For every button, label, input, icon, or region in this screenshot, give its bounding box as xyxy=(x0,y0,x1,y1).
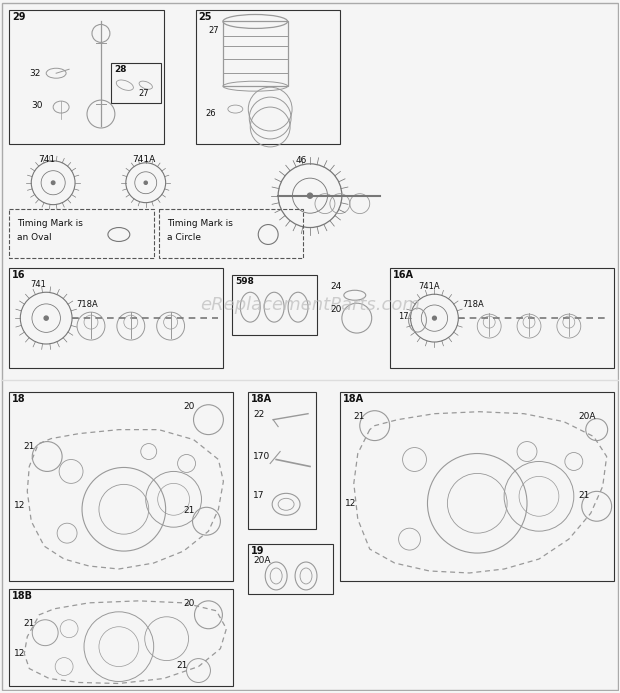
Text: 21: 21 xyxy=(354,412,365,421)
Text: 26: 26 xyxy=(205,109,216,118)
Text: 27: 27 xyxy=(208,26,219,35)
Text: 30: 30 xyxy=(31,101,43,110)
Text: 19: 19 xyxy=(251,546,265,556)
Text: 21: 21 xyxy=(184,507,195,516)
Text: 598: 598 xyxy=(236,277,254,286)
Circle shape xyxy=(308,193,312,198)
Bar xyxy=(248,544,333,594)
Text: 170: 170 xyxy=(253,452,270,461)
Bar xyxy=(340,392,614,581)
Text: 20: 20 xyxy=(184,599,195,608)
Text: 18A: 18A xyxy=(251,394,272,404)
Text: 17: 17 xyxy=(253,491,265,500)
Bar xyxy=(195,10,340,144)
Bar xyxy=(9,10,164,144)
Bar xyxy=(159,209,303,258)
Text: 32: 32 xyxy=(29,69,41,78)
Circle shape xyxy=(433,316,436,320)
Text: 21: 21 xyxy=(24,441,35,450)
Text: 20A: 20A xyxy=(253,556,271,565)
Bar xyxy=(9,268,223,368)
Text: 28: 28 xyxy=(114,65,126,74)
Text: 741: 741 xyxy=(38,155,55,164)
Circle shape xyxy=(44,316,48,320)
Text: 21: 21 xyxy=(24,619,35,628)
Text: 24: 24 xyxy=(330,282,341,291)
Text: an Oval: an Oval xyxy=(17,233,52,242)
Bar xyxy=(223,21,288,86)
Text: 16: 16 xyxy=(12,270,26,281)
Bar xyxy=(111,63,161,103)
Text: 741A: 741A xyxy=(132,155,155,164)
Text: 12: 12 xyxy=(345,500,356,508)
Text: 46: 46 xyxy=(295,156,306,165)
Text: 29: 29 xyxy=(12,12,26,21)
Text: 17: 17 xyxy=(397,312,408,321)
Text: eReplacementParts.com: eReplacementParts.com xyxy=(200,296,420,314)
Text: 27: 27 xyxy=(139,89,149,98)
Circle shape xyxy=(144,181,148,184)
Bar xyxy=(248,392,316,529)
Text: 18B: 18B xyxy=(12,591,33,601)
Text: 20A: 20A xyxy=(579,412,596,421)
Text: 12: 12 xyxy=(14,501,25,510)
Text: Timing Mark is: Timing Mark is xyxy=(167,218,232,227)
Text: 18: 18 xyxy=(12,394,26,404)
Text: 741A: 741A xyxy=(418,282,440,291)
Text: 20: 20 xyxy=(184,402,195,411)
Bar xyxy=(9,392,233,581)
Text: 16A: 16A xyxy=(392,270,414,281)
Bar xyxy=(9,589,233,687)
Text: a Circle: a Circle xyxy=(167,233,201,242)
Text: 718A: 718A xyxy=(76,300,98,309)
Bar xyxy=(232,275,317,335)
Text: 718A: 718A xyxy=(463,300,484,309)
Text: 25: 25 xyxy=(198,12,212,21)
Bar xyxy=(9,209,154,258)
Text: 12: 12 xyxy=(14,649,25,658)
Circle shape xyxy=(51,181,55,184)
Text: 22: 22 xyxy=(253,410,265,419)
Text: 741: 741 xyxy=(30,280,46,289)
Text: 21: 21 xyxy=(177,660,188,669)
Text: 18A: 18A xyxy=(343,394,364,404)
Text: Timing Mark is: Timing Mark is xyxy=(17,218,83,227)
Bar xyxy=(389,268,614,368)
Text: 21: 21 xyxy=(579,491,590,500)
Text: 20: 20 xyxy=(330,305,341,314)
